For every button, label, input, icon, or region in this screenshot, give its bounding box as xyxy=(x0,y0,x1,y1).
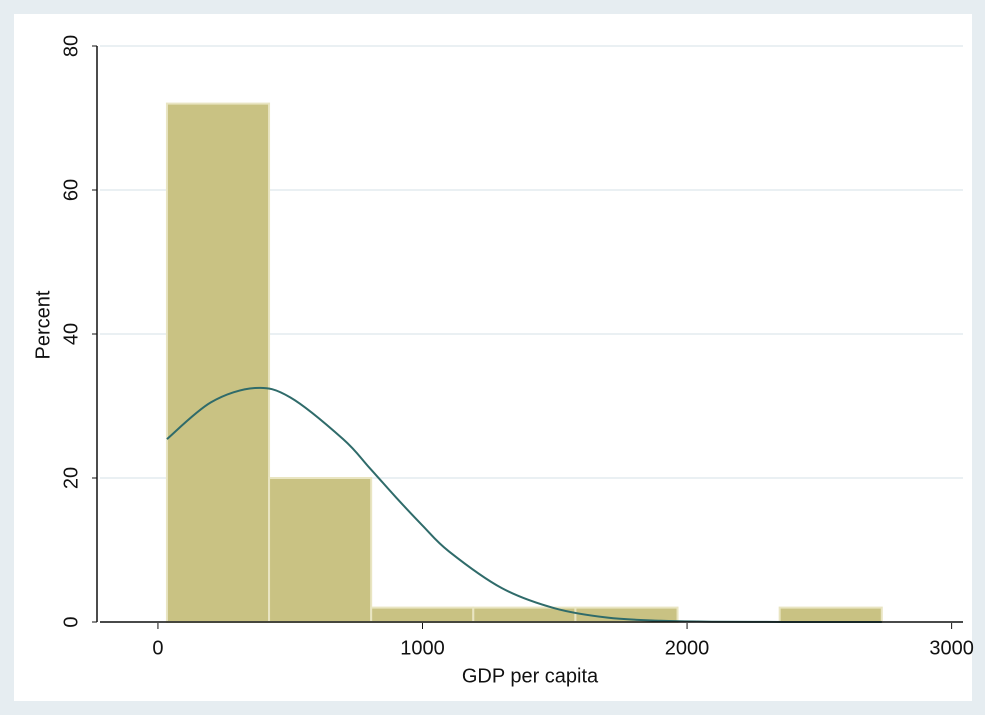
y-tick-label: 80 xyxy=(60,35,82,57)
x-tick-label: 0 xyxy=(152,637,163,659)
bar xyxy=(778,606,883,623)
bar xyxy=(370,606,475,623)
plot-background xyxy=(14,14,972,701)
y-axis-label: Percent xyxy=(32,290,54,359)
y-tick-label: 40 xyxy=(60,323,82,345)
y-tick-label: 20 xyxy=(60,467,82,489)
y-tick-label: 0 xyxy=(60,616,82,627)
bar xyxy=(165,102,271,624)
y-tick-label: 60 xyxy=(60,179,82,201)
x-tick-label: 3000 xyxy=(929,637,974,659)
x-tick-label: 1000 xyxy=(400,637,445,659)
x-tick-label: 2000 xyxy=(665,637,710,659)
bar xyxy=(268,477,373,623)
x-axis-label: GDP per capita xyxy=(462,665,599,687)
